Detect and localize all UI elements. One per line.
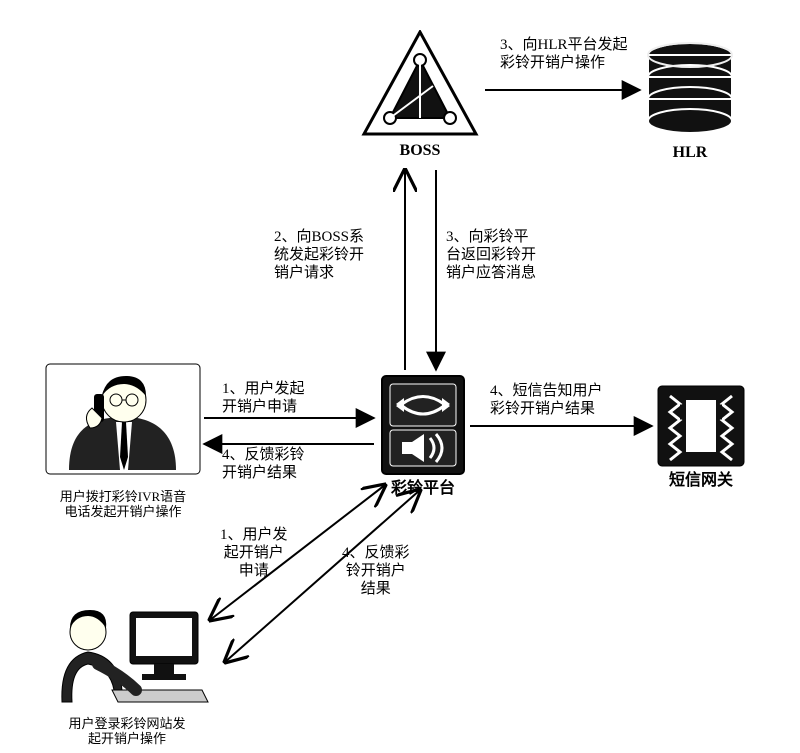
edge-label-boss-hlr: 3、向HLR平台发起 彩铃开销户操作 — [500, 36, 628, 72]
text: 彩铃开销户结果 — [490, 400, 603, 418]
text: 统发起彩铃开 — [274, 246, 364, 264]
user-phone-icon — [44, 362, 202, 486]
text: 铃开销户 — [342, 562, 410, 580]
node-hlr: HLR — [640, 40, 740, 162]
node-label-smsgw: 短信网关 — [669, 472, 733, 490]
node-label-crbt: 彩铃平台 — [391, 480, 455, 498]
text: 销户应答消息 — [446, 264, 536, 282]
text: 销户请求 — [274, 264, 364, 282]
edge-label-web-crbt: 1、用户发 起开销户 申请 — [220, 526, 288, 580]
text: 2、向BOSS系 — [274, 228, 364, 246]
user-terminal-icon — [42, 598, 212, 713]
text: 1、用户发起 — [222, 380, 305, 398]
text: 4、反馈彩铃 — [222, 446, 305, 464]
node-ivr-user: 用户拨打彩铃IVR语音 电话发起开销户操作 — [44, 362, 202, 520]
text: 结果 — [342, 580, 410, 598]
node-label-hlr: HLR — [673, 144, 708, 162]
node-boss: BOSS — [360, 30, 480, 160]
edge-label-crbt-ivr: 4、反馈彩铃 开销户结果 — [222, 446, 305, 482]
text: 台返回彩铃开 — [446, 246, 536, 264]
text: 起开销户 — [220, 544, 288, 562]
triangle-icon — [360, 30, 480, 138]
edge-label-ivr-crbt: 1、用户发起 开销户申请 — [222, 380, 305, 416]
node-smsgw: 短信网关 — [656, 384, 746, 490]
switch-icon — [380, 374, 466, 476]
text: 4、反馈彩 — [342, 544, 410, 562]
text: 开销户结果 — [222, 464, 305, 482]
gateway-icon — [656, 384, 746, 468]
edge-label-crbt-smsgw: 4、短信告知用户 彩铃开销户结果 — [490, 382, 603, 418]
text: 4、短信告知用户 — [490, 382, 603, 400]
edge-label-crbt-web: 4、反馈彩 铃开销户 结果 — [342, 544, 410, 598]
text: 彩铃开销户操作 — [500, 54, 628, 72]
edge-label-crbt-boss: 2、向BOSS系 统发起彩铃开 销户请求 — [274, 228, 364, 282]
text: 申请 — [220, 562, 288, 580]
text: 3、向HLR平台发起 — [500, 36, 628, 54]
node-label-boss: BOSS — [400, 142, 441, 160]
node-web-user: 用户登录彩铃网站发 起开销户操作 — [42, 598, 212, 747]
cylinder-icon — [640, 40, 740, 140]
text: 3、向彩铃平 — [446, 228, 536, 246]
node-caption-web: 用户登录彩铃网站发 起开销户操作 — [68, 717, 185, 747]
node-caption-ivr: 用户拨打彩铃IVR语音 电话发起开销户操作 — [60, 490, 186, 520]
text: 开销户申请 — [222, 398, 305, 416]
node-crbt: 彩铃平台 — [380, 374, 466, 498]
text: 1、用户发 — [220, 526, 288, 544]
edge-label-boss-crbt: 3、向彩铃平 台返回彩铃开 销户应答消息 — [446, 228, 536, 282]
